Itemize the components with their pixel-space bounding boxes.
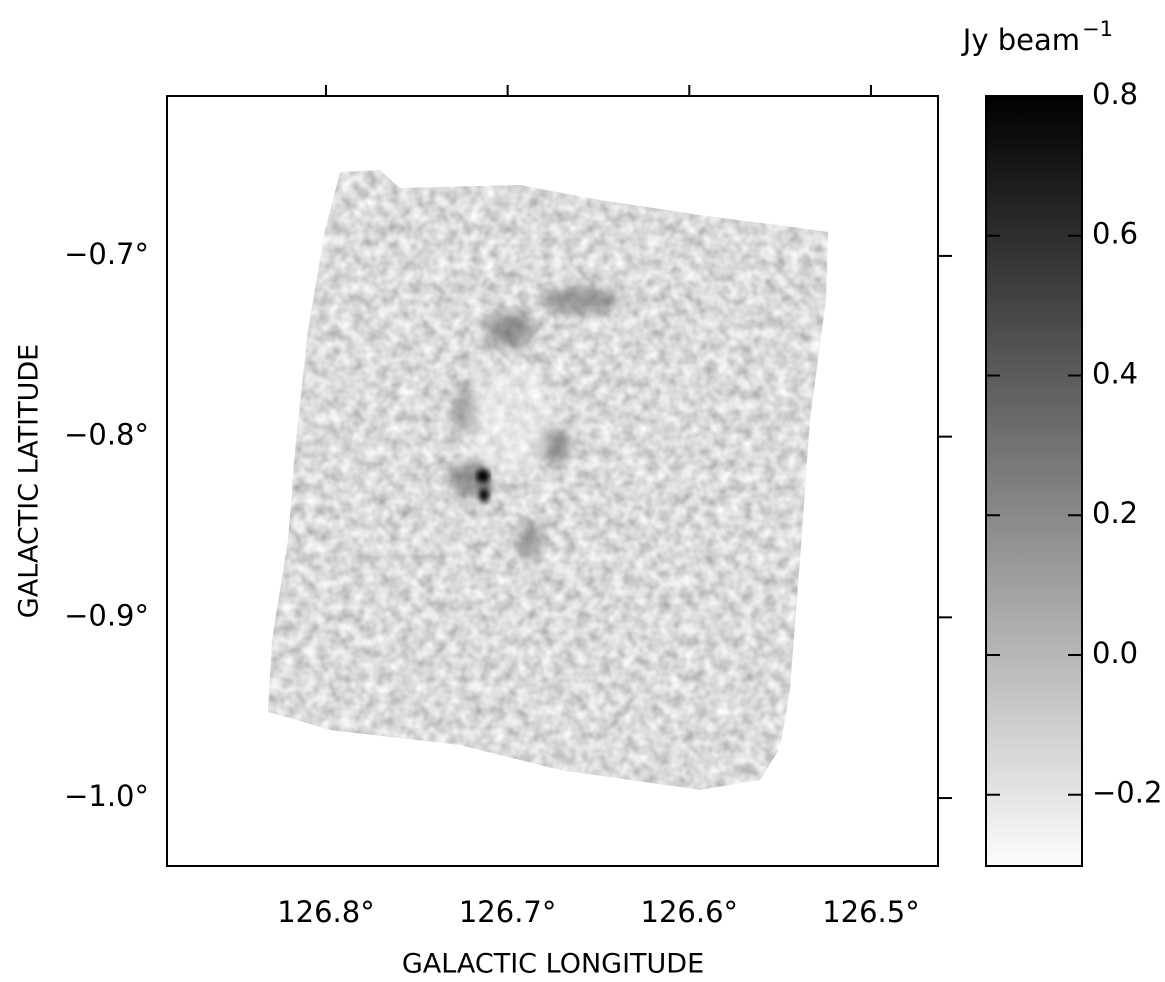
colorbar-tick-label: 0.6 [1092,217,1138,251]
x-axis-title: GALACTIC LONGITUDE [402,949,704,980]
x-tick-label: 126.5° [822,895,920,929]
plot-frame [166,95,939,867]
x-tick-label: 126.8° [277,895,375,929]
colorbar-label-exponent: −1 [1082,17,1113,41]
sky-image [268,170,828,790]
y-axis-title: GALACTIC LATITUDE [14,344,45,618]
colorbar-tick-label: 0.8 [1092,77,1138,111]
colorbar-tick-label: −0.2 [1092,776,1162,810]
y-tick-label: −1.0° [64,779,149,813]
y-tick-label: −0.8° [64,418,149,452]
y-tick-label: −0.9° [64,598,149,632]
colorbar-tick-label: 0.2 [1092,496,1138,530]
x-tick-label: 126.7° [459,895,557,929]
colorbar-label: Jy beam [961,23,1080,57]
colorbar-tick-label: 0.4 [1092,356,1138,390]
x-tick-label: 126.6° [641,895,739,929]
colorbar-tick-label: 0.0 [1092,636,1138,670]
colorbar [985,95,1083,867]
y-tick-label: −0.7° [64,237,149,271]
